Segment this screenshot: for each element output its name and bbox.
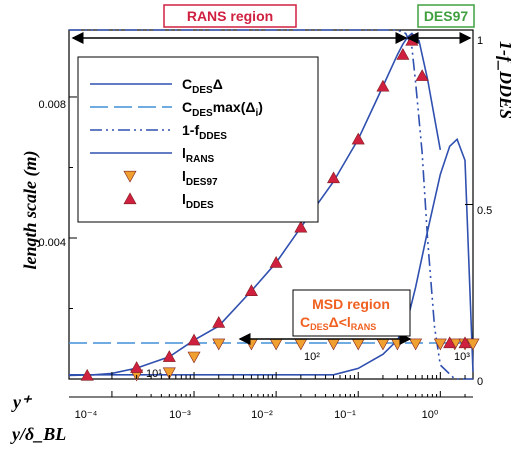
data-point-l-ddes <box>415 69 429 81</box>
data-point-l-ddes <box>269 256 283 268</box>
legend-label-cdes-delta: CDESΔ <box>182 76 223 96</box>
x-bottom-tick-label: 10⁻¹ <box>334 409 356 421</box>
legend-label-l-des97: lDES97 <box>182 168 218 188</box>
data-point-l-des97 <box>376 338 390 351</box>
x-top-tick-label: 10¹ <box>146 368 162 380</box>
data-point-l-des97 <box>409 338 423 351</box>
legend-label-l-rans: lRANS <box>182 145 215 165</box>
y-right-axis-title: 1-f_DDES <box>496 41 511 119</box>
y-right-tick-label: 0 <box>477 376 483 388</box>
data-point-l-ddes <box>294 220 308 233</box>
data-point-l-ddes <box>244 284 258 296</box>
rans-region-label: RANS region <box>187 8 273 24</box>
y-left-tick-label: 0.004 <box>38 237 66 249</box>
data-point-l-ddes <box>458 336 472 349</box>
legend-label-l-ddes: lDDES <box>182 191 214 211</box>
x-top-tick-label: 10³ <box>454 351 470 363</box>
msd-region-condition: CDESΔ<lRANS <box>300 314 376 332</box>
data-point-l-ddes <box>130 361 144 373</box>
y-left-axis-title: length scale (m) <box>20 151 41 270</box>
x-bottom-tick-label: 10⁻² <box>251 409 273 421</box>
x-top-axis-title: y⁺ <box>11 392 33 412</box>
msd-region-label: MSD region <box>312 296 390 312</box>
data-point-l-ddes <box>351 132 365 145</box>
data-point-l-ddes <box>443 336 457 349</box>
legend-marker-l-des97 <box>123 170 137 183</box>
data-point-l-des97 <box>212 338 226 351</box>
y-right-tick-label: 1 <box>477 35 483 47</box>
msd-region-box <box>292 289 411 337</box>
data-point-l-des97 <box>466 338 480 351</box>
data-point-l-des97 <box>162 367 176 380</box>
y-left-tick-label: 0.008 <box>38 99 66 111</box>
data-point-l-ddes <box>162 350 176 362</box>
data-point-l-des97 <box>244 338 258 351</box>
data-point-l-ddes <box>80 368 94 381</box>
data-point-l-des97 <box>269 338 283 351</box>
rans-region-box <box>163 4 297 28</box>
data-point-l-des97 <box>327 338 341 351</box>
series-line-c-des- <box>69 137 474 376</box>
data-point-l-des97 <box>187 351 201 364</box>
data-point-l-ddes <box>327 171 341 184</box>
data-point-l-ddes <box>212 315 226 328</box>
x-bottom-tick-label: 10⁰ <box>422 409 439 421</box>
x-top-tick-label: 10² <box>304 351 320 363</box>
data-point-l-des97 <box>351 338 365 351</box>
legend-marker-l-ddes <box>123 192 137 205</box>
legend-label-cdes-max: CDESmax(Δi) <box>182 99 263 119</box>
des97-region-label: DES97 <box>424 8 469 24</box>
data-point-l-des97 <box>433 338 447 351</box>
data-point-l-des97 <box>294 338 308 351</box>
des97-region-box <box>417 4 475 28</box>
data-point-l-ddes <box>376 79 390 92</box>
legend-label-one-minus-f: 1-fDDES <box>182 122 227 142</box>
x-bottom-tick-label: 10⁻³ <box>169 409 191 421</box>
data-point-l-ddes <box>187 333 201 346</box>
x-bottom-tick-label: 10⁻⁴ <box>75 409 98 421</box>
legend: CDESΔ CDESmax(Δi) 1-fDDES lRANS lDES97 lDDES <box>90 76 263 211</box>
x-bottom-axis-title: y/δ_BL <box>10 424 66 444</box>
legend-box <box>77 56 319 223</box>
data-point-l-ddes <box>396 48 410 60</box>
y-right-tick-label: 0.5 <box>477 205 492 217</box>
series-line-1-f-ddes <box>69 29 473 380</box>
